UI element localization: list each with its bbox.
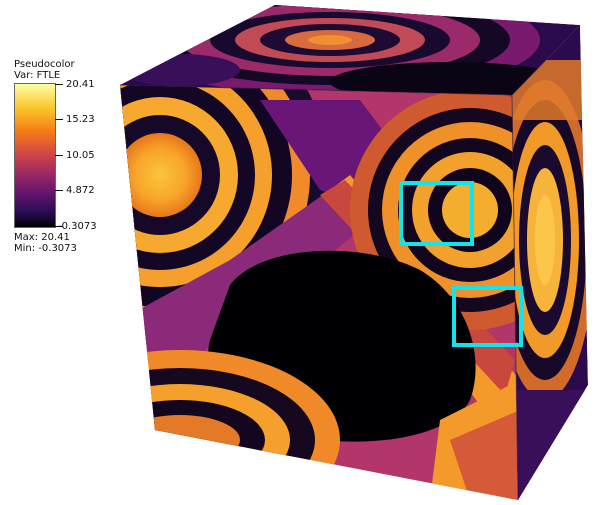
- pseudocolor-legend: Pseudocolor Var: FTLE 20.41 15.23 10.05 …: [0, 0, 140, 270]
- highlight-box-lower: [452, 286, 523, 347]
- rings-top-left: [120, 85, 330, 345]
- legend-min: Min: -0.3073: [14, 243, 77, 254]
- colorbar-tick: [55, 155, 63, 156]
- tick-label: 10.05: [66, 150, 95, 161]
- colorbar: [14, 83, 56, 228]
- highlight-box-upper: [399, 181, 474, 246]
- tick-label-max: 20.41: [66, 79, 95, 90]
- colorbar-tick: [55, 119, 63, 120]
- colorbar-tick: [55, 84, 63, 85]
- tick-label: 4.872: [66, 185, 95, 196]
- tick-label: 15.23: [66, 114, 95, 125]
- legend-title: Pseudocolor: [14, 59, 75, 70]
- colorbar-tick: [55, 190, 63, 191]
- legend-max: Max: 20.41: [14, 232, 70, 243]
- colorbar-tick: [55, 226, 63, 227]
- legend-variable: Var: FTLE: [14, 70, 61, 81]
- tick-label-min: -0.3073: [58, 221, 97, 232]
